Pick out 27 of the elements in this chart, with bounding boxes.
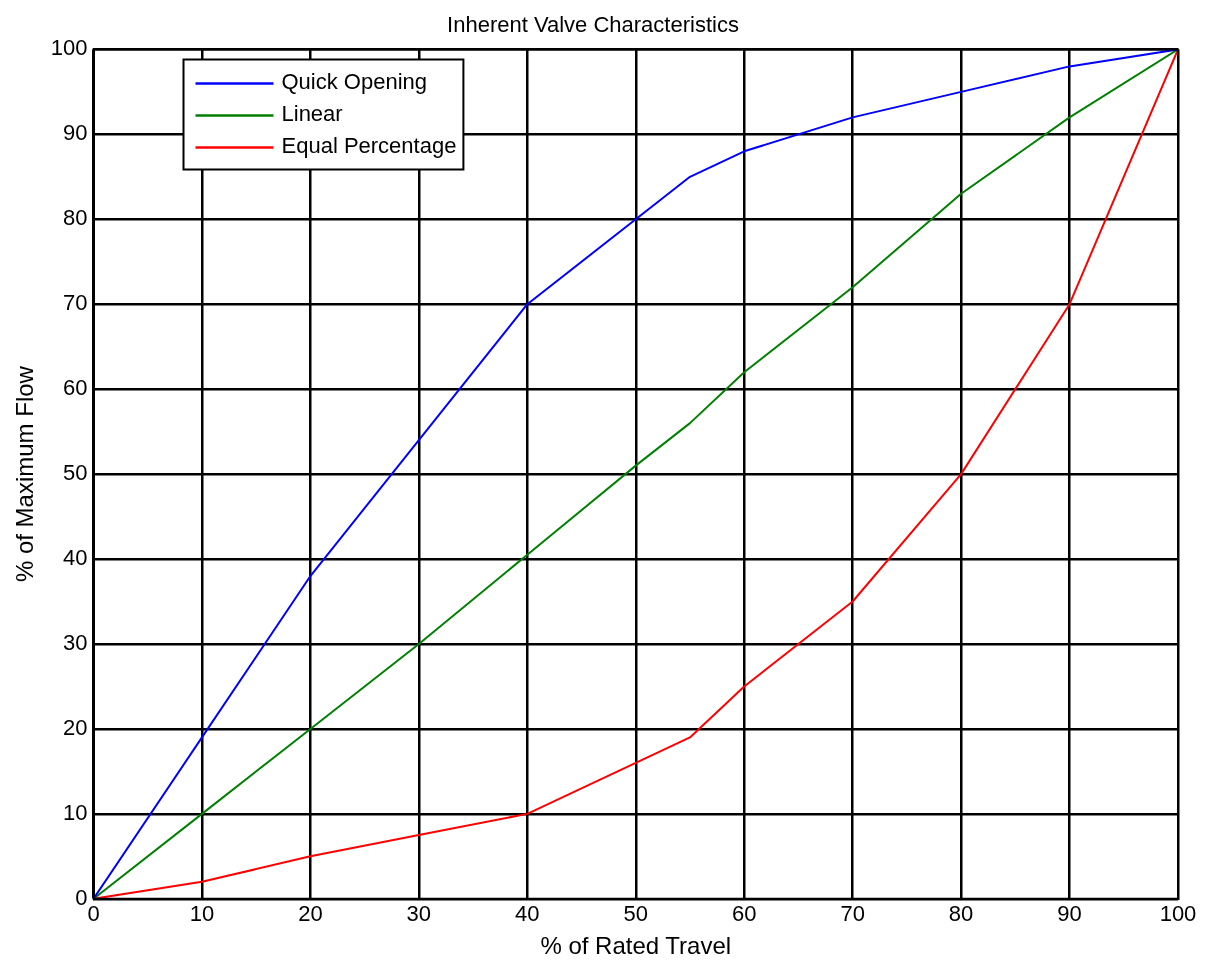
x-tick-label: 70 xyxy=(840,901,865,927)
x-tick-label: 80 xyxy=(948,901,974,927)
x-tick-label: 30 xyxy=(406,901,432,927)
x-tick-label: 40 xyxy=(515,901,540,927)
y-tick-label: 60 xyxy=(63,375,88,401)
x-tick-label: 50 xyxy=(623,901,648,927)
x-tick-label: 100 xyxy=(1159,901,1197,927)
y-tick-label: 100 xyxy=(50,35,88,61)
x-tick-label: 60 xyxy=(731,901,757,927)
y-tick-label: 40 xyxy=(63,545,88,571)
y-tick-label: 0 xyxy=(75,884,88,910)
x-axis-title: % of Rated Travel xyxy=(540,932,732,960)
y-tick-label: 10 xyxy=(63,799,88,825)
y-axis-title: % of Maximum Flow xyxy=(11,365,39,583)
y-tick-label: 50 xyxy=(63,460,88,486)
legend-label: Equal Percentage xyxy=(281,133,457,159)
legend-label: Linear xyxy=(281,101,343,127)
y-tick-label: 30 xyxy=(63,630,88,656)
chart-title: Inherent Valve Characteristics xyxy=(447,12,739,38)
x-tick-label: 90 xyxy=(1057,901,1082,927)
y-tick-label: 90 xyxy=(63,120,88,146)
x-tick-label: 10 xyxy=(189,901,215,927)
y-tick-label: 80 xyxy=(63,205,88,231)
x-tick-label: 20 xyxy=(298,901,323,927)
y-tick-label: 70 xyxy=(63,290,88,316)
legend-label: Quick Opening xyxy=(281,69,428,95)
y-tick-label: 20 xyxy=(63,714,88,740)
